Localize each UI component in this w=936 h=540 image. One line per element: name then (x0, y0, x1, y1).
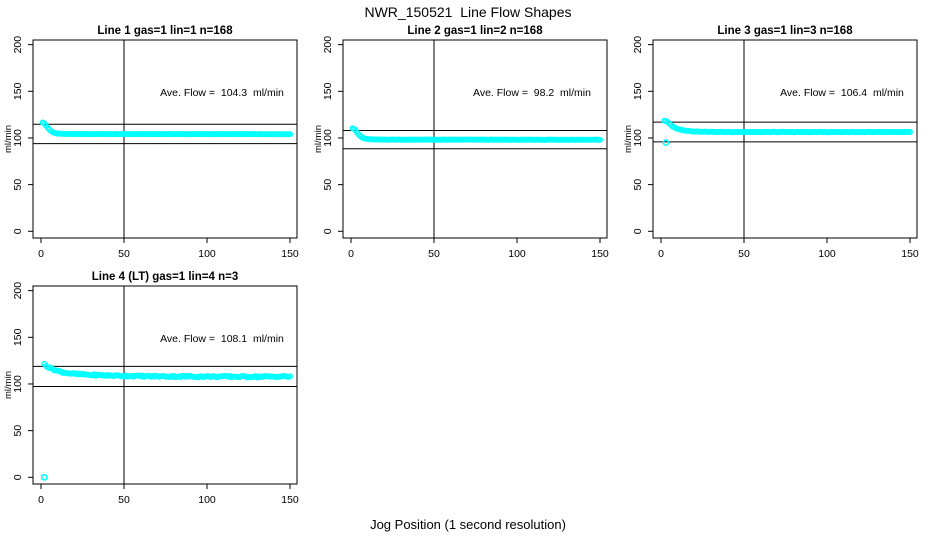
x-tick-label: 0 (348, 248, 354, 260)
x-axis: 0 50 100 150 (658, 238, 919, 260)
x-tick-label: 0 (658, 248, 664, 260)
y-tick-label: 0 (322, 228, 334, 234)
y-tick-label: 200 (12, 282, 24, 300)
data-points (349, 125, 604, 143)
y-tick-label: 150 (632, 82, 644, 100)
y-tick-label: 50 (12, 425, 24, 437)
x-tick-label: 100 (198, 494, 216, 506)
panel-title: Line 2 gas=1 lin=2 n=168 (407, 25, 543, 37)
ave-flow-annotation: Ave. Flow = 108.1 ml/min (160, 333, 284, 345)
y-tick-label: 100 (632, 129, 644, 147)
data-point (287, 131, 294, 138)
data-point (287, 373, 294, 380)
ave-flow-annotation: Ave. Flow = 98.2 ml/min (473, 87, 591, 99)
outlier-point (662, 139, 670, 147)
y-tick-label: 50 (322, 179, 334, 191)
y-axis: 0 50 100 150 200 (12, 282, 33, 480)
y-tick-label: 150 (12, 82, 24, 100)
x-axis-label: Jog Position (1 second resolution) (370, 517, 566, 532)
panel-line-3: 0 50 100 150 0 50 100 150 200 ml/min Line 3 gas=1 … (623, 25, 919, 260)
y-axis: 0 50 100 150 200 (632, 36, 653, 234)
plot-box (342, 39, 608, 239)
y-tick-label: 200 (12, 36, 24, 54)
panel-title: Line 4 (LT) gas=1 lin=4 n=3 (92, 271, 238, 283)
x-axis: 0 50 100 150 (38, 238, 299, 260)
y-tick-label: 150 (322, 82, 334, 100)
panel-title: Line 1 gas=1 lin=1 n=168 (97, 25, 233, 37)
y-tick-label: 0 (12, 228, 24, 234)
y-tick-label: 150 (12, 328, 24, 346)
panel-line-4: 0 50 100 150 0 50 100 150 200 ml/min Line 4 (LT) g… (3, 271, 299, 506)
panel-line-1: 0 50 100 150 0 50 100 150 200 ml/min Line 1 gas=1 … (3, 25, 299, 260)
plot-box (652, 39, 918, 239)
x-tick-label: 100 (508, 248, 526, 260)
x-tick-label: 150 (591, 248, 609, 260)
data-points (39, 119, 294, 138)
outlier-point (40, 473, 48, 481)
data-point (907, 128, 914, 135)
data-point (597, 136, 604, 143)
main-title: NWR_150521 Line Flow Shapes (364, 4, 572, 20)
x-tick-label: 150 (281, 494, 299, 506)
y-axis: 0 50 100 150 200 (322, 36, 343, 234)
y-tick-label: 200 (322, 36, 334, 54)
x-tick-label: 150 (901, 248, 919, 260)
y-axis-title: ml/min (3, 125, 14, 153)
ave-flow-annotation: Ave. Flow = 106.4 ml/min (780, 87, 904, 99)
y-tick-label: 0 (632, 228, 644, 234)
y-axis: 0 50 100 150 200 (12, 36, 33, 234)
x-tick-label: 0 (38, 494, 44, 506)
x-tick-label: 50 (118, 248, 130, 260)
y-tick-label: 0 (12, 474, 24, 480)
y-axis-title: ml/min (623, 125, 634, 153)
ave-flow-annotation: Ave. Flow = 104.3 ml/min (160, 87, 284, 99)
x-axis: 0 50 100 150 (38, 484, 299, 506)
x-tick-label: 50 (428, 248, 440, 260)
x-tick-label: 100 (198, 248, 216, 260)
y-tick-label: 200 (632, 36, 644, 54)
plot-box (32, 285, 298, 485)
x-axis: 0 50 100 150 (348, 238, 609, 260)
y-tick-label: 100 (322, 129, 334, 147)
panel-line-2: 0 50 100 150 0 50 100 150 200 ml/min Line 2 gas=1 … (313, 25, 609, 260)
x-tick-label: 0 (38, 248, 44, 260)
data-points (40, 360, 294, 481)
plot-box (32, 39, 298, 239)
y-axis-title: ml/min (3, 371, 14, 399)
data-points (661, 117, 914, 147)
x-tick-label: 100 (818, 248, 836, 260)
y-tick-label: 50 (632, 179, 644, 191)
y-axis-title: ml/min (313, 125, 324, 153)
x-tick-label: 150 (281, 248, 299, 260)
y-tick-label: 100 (12, 129, 24, 147)
x-tick-label: 50 (118, 494, 130, 506)
y-tick-label: 50 (12, 179, 24, 191)
x-tick-label: 50 (738, 248, 750, 260)
y-tick-label: 100 (12, 375, 24, 393)
panel-title: Line 3 gas=1 lin=3 n=168 (717, 25, 853, 37)
